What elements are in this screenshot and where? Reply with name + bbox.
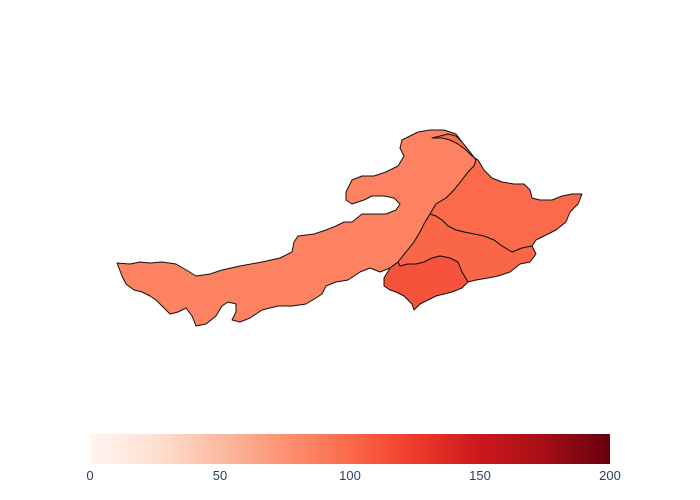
colorbar-tick-label: 100 <box>339 468 361 483</box>
region-liaoning[interactable] <box>383 255 469 311</box>
colorbar-tick-label: 200 <box>599 468 621 483</box>
colorbar-tick-label: 150 <box>469 468 491 483</box>
colorbar-tick-label: 50 <box>212 468 228 483</box>
colorbar <box>90 434 610 464</box>
colorbar-tick-label: 0 <box>86 468 94 483</box>
